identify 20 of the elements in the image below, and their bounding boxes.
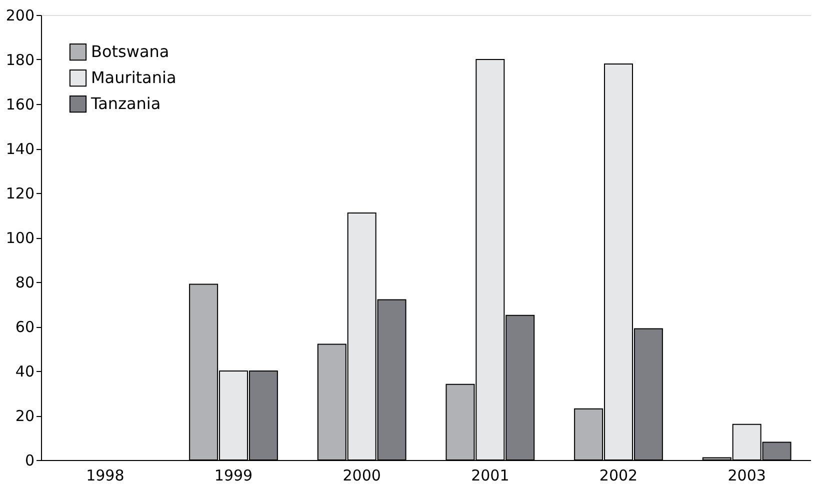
y-tick-label: 80: [15, 274, 34, 292]
x-tick-label: 2000: [342, 466, 381, 484]
y-tick-label: 140: [6, 140, 34, 158]
x-tick-label: 2002: [599, 466, 638, 484]
x-tick-label: 2003: [728, 466, 766, 484]
y-tick-label: 60: [15, 318, 34, 336]
y-tick-label: 100: [6, 229, 34, 247]
y-tick-label: 40: [15, 362, 34, 380]
legend-label: Tanzania: [90, 94, 161, 113]
y-tick-label: 20: [15, 407, 34, 425]
x-tick-label: 2001: [471, 466, 510, 484]
legend-label: Botswana: [91, 42, 170, 61]
y-tick-label: 160: [6, 96, 34, 114]
y-tick-label: 200: [6, 6, 34, 24]
x-tick-label: 1998: [86, 466, 124, 484]
y-tick-label: 180: [6, 51, 34, 69]
legend-label: Mauritania: [91, 68, 176, 87]
y-tick-label: 120: [6, 184, 34, 202]
y-tick-label: 0: [24, 452, 34, 470]
x-tick-label: 1999: [214, 466, 253, 484]
